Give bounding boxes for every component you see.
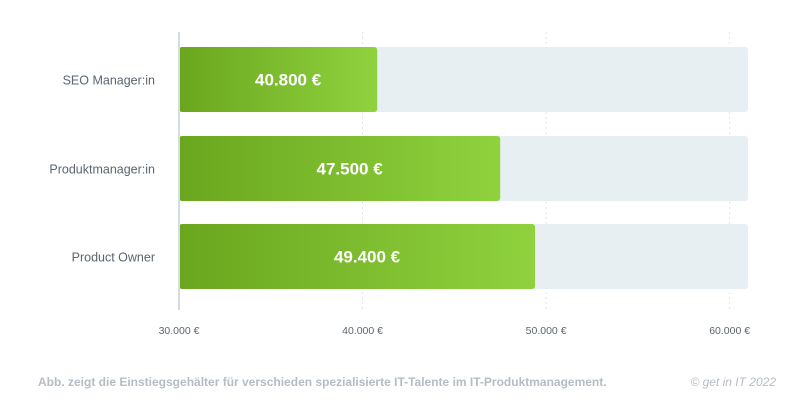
x-tick-label: 50.000 € bbox=[526, 325, 567, 337]
category-label: SEO Manager:in bbox=[63, 74, 155, 88]
bar-chart: 30.000 € 40.000 € 50.000 € 60.000 € 40.800 €… bbox=[49, 32, 750, 337]
bar-value-label: 49.400 € bbox=[334, 248, 401, 267]
bar-value-label: 40.800 € bbox=[255, 71, 322, 90]
bar bbox=[179, 136, 501, 201]
x-tick-label: 60.000 € bbox=[709, 325, 750, 337]
category-label: Product Owner bbox=[72, 251, 155, 265]
bar-value-label: 47.500 € bbox=[317, 160, 384, 179]
x-tick-label: 40.000 € bbox=[342, 325, 383, 337]
copyright: © get in IT 2022 bbox=[690, 375, 776, 389]
figure-caption: Abb. zeigt die Einstiegsgehälter für ver… bbox=[38, 375, 607, 389]
category-label: Produktmanager:in bbox=[49, 163, 155, 177]
bar bbox=[179, 47, 378, 112]
x-tick-label: 30.000 € bbox=[159, 325, 200, 337]
footer: Abb. zeigt die Einstiegsgehälter für ver… bbox=[38, 375, 776, 389]
bar bbox=[179, 224, 536, 289]
